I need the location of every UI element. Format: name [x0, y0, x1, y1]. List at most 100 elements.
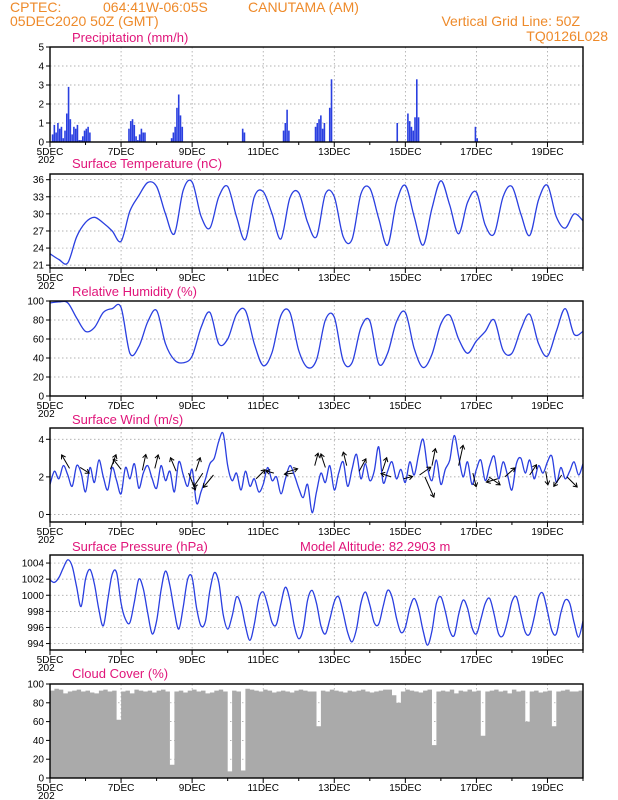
x-tick-label: 17DEC — [460, 655, 492, 666]
wind-vector-head — [142, 453, 148, 459]
wind-vector-shaft — [193, 472, 204, 487]
x-year-label: 202 — [38, 535, 55, 546]
precip-bar — [181, 126, 184, 142]
panel-frame — [49, 427, 584, 523]
x-year-label: 202 — [38, 663, 55, 674]
panel-frame — [49, 46, 584, 143]
y-tick-label: 2 — [38, 472, 44, 483]
wind-vector-arrow — [319, 453, 326, 468]
precip-bar — [129, 121, 132, 142]
wind-vector-head — [495, 480, 501, 486]
header-source: CPTEC: — [10, 0, 61, 15]
precip-bar — [128, 128, 130, 142]
x-tick-label: 9DEC — [179, 401, 206, 412]
wind-vector-head — [429, 492, 436, 499]
header-init-time: 05DEC2020 50Z (GMT) — [10, 13, 159, 29]
precip-bar — [60, 126, 63, 142]
x-tick-label: 7DEC — [108, 147, 135, 158]
header-grid-note: Vertical Grid Line: 50Z — [441, 13, 580, 29]
series-line — [50, 559, 583, 646]
wind-vector-arrow — [195, 456, 202, 472]
x-tick-label: 9DEC — [179, 655, 206, 666]
wind-vector-head — [293, 467, 299, 473]
x-tick-label: 17DEC — [460, 401, 492, 412]
wind-vector-shaft — [403, 476, 413, 480]
wind-vector-arrow — [380, 471, 392, 478]
precip-bar — [318, 119, 320, 142]
wind-vector-arrow — [283, 471, 294, 477]
precip-bar — [131, 119, 134, 142]
wind-vector-head — [380, 471, 386, 478]
precip-bar — [417, 117, 420, 142]
precip-bar — [142, 132, 144, 142]
wind-vector-head — [426, 466, 432, 472]
wind-vector-head — [485, 478, 491, 484]
wind-vector-shaft — [431, 448, 436, 466]
wind-vector-shaft — [141, 454, 147, 471]
wind-vector-arrow — [265, 469, 274, 475]
x-tick-label: 5DEC — [37, 147, 64, 158]
wind-vector-head — [169, 456, 175, 463]
wind-vector-arrow — [458, 444, 466, 466]
y-tick-label: 21 — [33, 261, 45, 272]
wind-vector-shaft — [79, 467, 90, 474]
precip-bar — [89, 132, 91, 142]
x-tick-label: 7DEC — [108, 783, 135, 794]
x-tick-label: 19DEC — [531, 401, 563, 412]
wind-vector-head — [112, 458, 118, 464]
precip-bar — [69, 119, 72, 142]
y-tick-label: 40 — [33, 354, 45, 365]
wind-vector-head — [191, 485, 197, 491]
x-tick-label: 13DEC — [318, 147, 350, 158]
precip-bar — [321, 128, 324, 142]
wind-vector-head — [265, 469, 271, 475]
header-station: CANUTAMA (AM) — [248, 0, 359, 15]
precip-bar — [83, 130, 86, 142]
wind-vector-arrow — [566, 476, 578, 488]
plot-body — [50, 688, 583, 778]
precip-bar — [177, 94, 180, 142]
cloud-cover-area — [50, 688, 583, 778]
wind-vector-shaft — [424, 476, 435, 498]
panel-3: 0 20 40 60 80 100 5DEC 7DEC 9DEC 11DEC 13DEC 15DEC 1… — [27, 284, 584, 420]
precip-bar — [51, 134, 54, 142]
precip-bar — [408, 121, 411, 142]
y-tick-label: 0 — [38, 392, 44, 403]
wind-vector-shaft — [458, 445, 464, 466]
y-tick-label: 996 — [27, 623, 44, 634]
precip-bar — [55, 132, 57, 142]
precip-bar — [71, 134, 73, 142]
precip-bar — [144, 132, 146, 142]
x-tick-label: 9DEC — [179, 783, 206, 794]
precip-bar — [67, 86, 70, 142]
precip-bar — [314, 126, 317, 142]
wind-vector-arrow — [61, 454, 70, 469]
plot-body — [51, 79, 478, 142]
wind-vector-arrow — [358, 457, 367, 472]
wind-vector-shaft — [358, 458, 367, 472]
wind-vector-shaft — [195, 457, 201, 472]
wind-vector-head — [112, 453, 118, 460]
wind-vector-shaft — [488, 476, 501, 486]
wind-vector-arrow — [141, 453, 148, 471]
wind-vector-arrow — [419, 466, 432, 476]
wind-vector-arrow — [154, 453, 161, 469]
precip-bar — [57, 123, 59, 142]
x-tick-label: 7DEC — [108, 655, 135, 666]
wind-vector-arrow — [403, 474, 414, 481]
x-tick-label: 13DEC — [318, 655, 350, 666]
wind-vector-arrow — [553, 474, 563, 488]
y-tick-label: 1002 — [22, 575, 45, 586]
x-year-label: 202 — [38, 155, 55, 166]
precip-bar — [53, 124, 56, 142]
y-tick-label: 40 — [33, 736, 45, 747]
x-axis: 5DEC 7DEC 9DEC 11DEC 13DEC 15DEC 17DEC 19DEC 202 — [37, 142, 584, 166]
wind-vector-shaft — [553, 474, 563, 487]
precip-bar — [474, 126, 477, 142]
y-tick-label: 30 — [33, 209, 45, 220]
x-tick-label: 7DEC — [108, 273, 135, 284]
precip-bar — [241, 128, 244, 142]
panel-4: 0 2 4 5DEC 7DEC 9DEC 11DEC 13DEC 15DEC 17DEC 19DEC… — [37, 412, 584, 546]
precip-bar — [137, 140, 139, 142]
